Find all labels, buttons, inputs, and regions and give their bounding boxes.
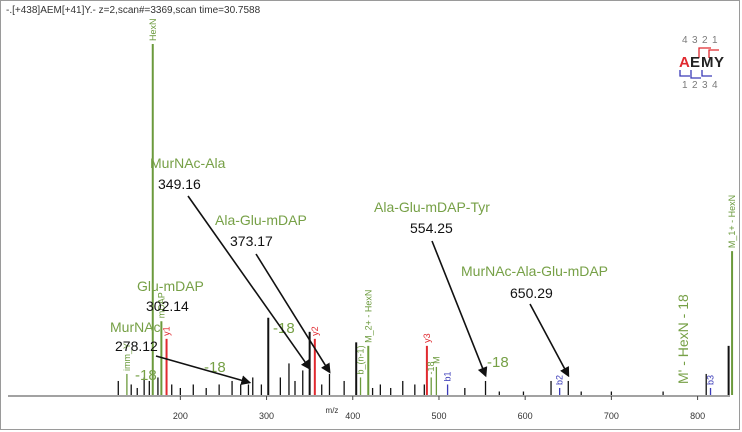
- seq-top-bracket-2: [708, 49, 719, 58]
- seq-top-num-3: 2: [702, 35, 708, 46]
- seq-top-bracket-1: [698, 47, 711, 58]
- annotation-name-murnac: MurNAc: [110, 319, 161, 335]
- x-tick-label: 500: [431, 411, 446, 421]
- seq-residue-4: Y: [714, 54, 724, 71]
- annotation-arrow-5: [529, 303, 570, 378]
- seq-residue-3: M: [701, 54, 714, 71]
- seq-bottom-bracket-3: [701, 70, 712, 77]
- peak-label-26: y2: [310, 326, 320, 336]
- fragment-annotations: MurNAc 278.12 Glu-mDAP 302.14 MurNAc-Ala…: [110, 155, 691, 384]
- annotation-arrow-2: [187, 195, 311, 371]
- minus18-label-4: -18: [487, 354, 509, 371]
- seq-top-num-1: 4: [682, 35, 688, 46]
- annotation-arrows: [155, 195, 570, 386]
- x-axis-ticks: 200 300 400 500 600 700 800: [173, 396, 705, 421]
- x-tick-label: 300: [259, 411, 274, 421]
- minus18-label-1: -18: [135, 367, 157, 384]
- chart-title: -.[+438]AEM[+41]Y.- z=2,scan#=3369,scan …: [6, 5, 261, 16]
- peak-label-9: y1: [162, 326, 172, 336]
- seq-bottom-num-2: 2: [692, 80, 698, 91]
- peak-label-32: M_2+ - HexN: [363, 290, 373, 343]
- seq-bottom-num-4: 4: [712, 80, 718, 91]
- seq-residue-2: E: [690, 54, 700, 71]
- annotation-value-murnac-ala-glu-mdap: 650.29: [510, 285, 553, 301]
- annotation-value-murnac-ala: 349.16: [158, 176, 201, 192]
- x-tick-label: 200: [173, 411, 188, 421]
- peak-label-40: -18: [426, 361, 436, 374]
- annotation-arrow-3: [255, 253, 331, 374]
- minus18-label-3: -18: [273, 320, 295, 337]
- peak-label-48: b2: [555, 375, 565, 385]
- peak-label-56: M_1+ - HexN: [727, 195, 737, 248]
- x-tick-label: 700: [604, 411, 619, 421]
- seq-bottom-num-1: 1: [682, 80, 688, 91]
- x-tick-label: 400: [345, 411, 360, 421]
- x-tick-label: 600: [518, 411, 533, 421]
- annotation-arrow-4: [431, 240, 488, 378]
- annotation-name-m-hexn-18: M' - HexN - 18: [675, 294, 691, 384]
- seq-bottom-bracket-1: [679, 70, 690, 77]
- annotation-name-glu-mdap: Glu-mDAP: [137, 278, 204, 294]
- annotation-name-murnac-ala: MurNAc-Ala: [150, 155, 226, 171]
- peak-label-42: b1: [443, 371, 453, 381]
- annotation-name-murnac-ala-glu-mdap: MurNAc-Ala-Glu-mDAP: [461, 263, 608, 279]
- minus18-labels: -18 -18 -18 -18: [135, 320, 509, 384]
- x-axis-label: m/z: [326, 406, 339, 415]
- annotation-name-ala-glu-mdap-tyr: Ala-Glu-mDAP-Tyr: [374, 199, 490, 215]
- sequence-widget: 4 3 2 1 A E M Y 1 2 3 4: [679, 35, 724, 91]
- peak-label-54: b3: [706, 375, 716, 385]
- seq-bottom-num-3: 3: [702, 80, 708, 91]
- peak-label-39: y3: [422, 333, 432, 343]
- annotation-arrow-0: [155, 355, 252, 386]
- annotation-value-murnac: 278.12: [115, 338, 158, 354]
- seq-bottom-bracket-2: [690, 70, 701, 79]
- seq-residue-1: A: [679, 54, 690, 71]
- peak-label-6: HexN: [148, 18, 158, 41]
- annotation-value-glu-mdap: 302.14: [146, 298, 189, 314]
- annotation-value-ala-glu-mdap: 373.17: [230, 233, 273, 249]
- peak-label-8: mDAP: [156, 292, 166, 318]
- annotation-value-ala-glu-mdap-tyr: 554.25: [410, 220, 453, 236]
- peak-label-31: b_(n-1): [356, 345, 366, 374]
- annotation-name-ala-glu-mdap: Ala-Glu-mDAP: [215, 212, 307, 228]
- seq-top-num-2: 3: [692, 35, 698, 46]
- peak-label-1: imm_Y: [122, 343, 132, 371]
- peak-label-41: M: [431, 356, 441, 364]
- x-tick-label: 800: [690, 411, 705, 421]
- seq-top-num-4: 1: [712, 35, 718, 46]
